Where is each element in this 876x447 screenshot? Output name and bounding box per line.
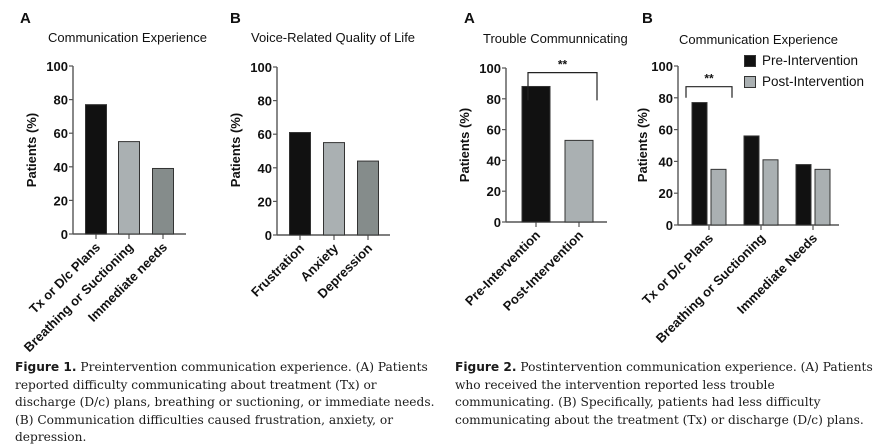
y-tick-label: 100: [651, 59, 673, 74]
bar-1: [564, 139, 594, 223]
y-tick-label: 0: [61, 227, 68, 242]
y-tick-label: 40: [487, 153, 501, 168]
figure-1-caption-label: Figure 1.: [15, 360, 77, 374]
panel-letter-fig2a: A: [464, 10, 475, 27]
chart-title-fig1b: Voice-Related Quality of Life: [251, 30, 416, 45]
legend-label-pre: Pre-Intervention: [762, 53, 859, 68]
x-tick-label: Pre-Intervention: [462, 227, 543, 308]
y-tick-label: 40: [54, 160, 68, 175]
y-tick-label: 80: [659, 91, 673, 106]
y-tick-label: 60: [54, 126, 68, 141]
figure-1-caption-text: Preintervention communication experience…: [15, 360, 435, 444]
y-tick-label: 0: [666, 218, 673, 233]
y-tick-label: 40: [258, 161, 272, 176]
bar-0: [521, 85, 551, 223]
y-tick-label: 80: [54, 93, 68, 108]
chart-title-fig2b: Communication Experience: [679, 32, 838, 47]
significance-bracket: [527, 72, 598, 101]
significance-label: **: [558, 58, 568, 72]
y-tick-label: 40: [659, 154, 673, 169]
y-tick-label: 20: [54, 193, 68, 208]
bar-0: [289, 132, 311, 236]
chart-title-fig2a: Trouble Communnicating: [483, 31, 628, 46]
figure-2-caption-label: Figure 2.: [455, 360, 517, 374]
y-tick-label: 80: [258, 94, 272, 109]
legend-swatch-pre: [744, 54, 756, 67]
y-axis-label: Patients (%): [457, 108, 472, 182]
panel-letter-fig1b: B: [230, 10, 241, 27]
bar-pre-intervention-2: [795, 164, 812, 226]
y-tick-label: 60: [659, 123, 673, 138]
x-tick-label: Post-Intervention: [500, 227, 586, 313]
bar-post-intervention-2: [814, 168, 831, 226]
chart-title-fig1a: Communication Experience: [48, 30, 207, 45]
bar-1: [118, 141, 140, 235]
chart-fig2a: 0 20 40 60 80 100 Patients (%) Pre-Intervention…: [457, 58, 607, 314]
y-tick-label: 20: [487, 184, 501, 199]
y-axis-label: Patients (%): [228, 113, 243, 187]
significance-bracket: [685, 86, 733, 98]
y-tick-label: 100: [479, 61, 501, 76]
figure-2-caption: Figure 2. Postintervention communication…: [455, 359, 875, 429]
y-tick-label: 60: [258, 127, 272, 142]
bar-2: [357, 160, 379, 236]
y-axis-label: Patients (%): [24, 113, 39, 187]
panel-letter-fig1a: A: [20, 10, 31, 27]
legend-label-post: Post-Intervention: [762, 74, 865, 89]
y-axis-label: Patients (%): [635, 108, 650, 182]
y-tick-label: 100: [46, 59, 68, 74]
figure-2-caption-text: Postintervention communication experienc…: [455, 360, 873, 427]
y-tick-label: 20: [258, 194, 272, 209]
bar-0: [85, 104, 107, 235]
y-tick-label: 100: [250, 60, 272, 75]
bar-1: [323, 142, 345, 236]
legend-item-post: Post-Intervention: [744, 71, 864, 92]
bar-pre-intervention-0: [691, 102, 708, 226]
x-tick-label: Frustration: [248, 240, 307, 299]
legend: Pre-Intervention Post-Intervention: [744, 50, 864, 92]
y-tick-label: 80: [487, 92, 501, 107]
y-tick-label: 20: [659, 186, 673, 201]
figure-1-caption: Figure 1. Preintervention communication …: [15, 359, 435, 447]
bar-2: [152, 167, 174, 235]
significance-label: **: [704, 72, 714, 86]
legend-swatch-post: [744, 75, 756, 88]
y-tick-label: 0: [494, 215, 501, 230]
bar-post-intervention-1: [762, 159, 779, 226]
panel-letter-fig2b: B: [642, 10, 653, 27]
bar-post-intervention-0: [710, 168, 727, 226]
y-tick-label: 60: [487, 123, 501, 138]
legend-item-pre: Pre-Intervention: [744, 50, 864, 71]
bar-pre-intervention-1: [743, 135, 760, 226]
y-tick-label: 0: [265, 228, 272, 243]
